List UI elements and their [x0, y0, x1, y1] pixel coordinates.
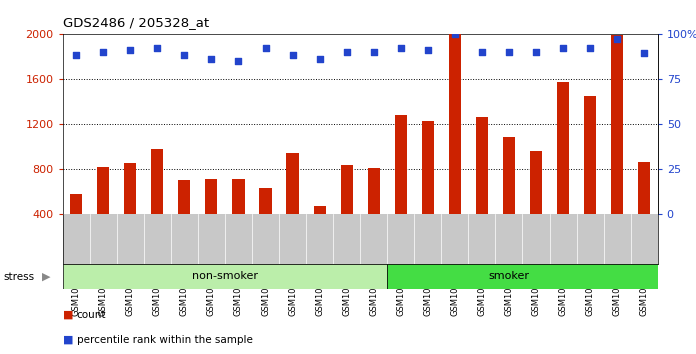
Bar [287, 153, 299, 259]
Bar [340, 165, 353, 259]
Point [341, 49, 352, 55]
Text: count: count [77, 310, 106, 320]
Point [314, 56, 325, 62]
Bar [638, 162, 650, 259]
Text: stress: stress [3, 272, 35, 282]
Point [179, 52, 190, 58]
Point [585, 45, 596, 51]
Bar [557, 82, 569, 259]
Text: GDS2486 / 205328_at: GDS2486 / 205328_at [63, 16, 209, 29]
Point [368, 49, 379, 55]
Bar [503, 137, 515, 259]
Text: percentile rank within the sample: percentile rank within the sample [77, 335, 253, 345]
Bar [476, 117, 488, 259]
Bar [367, 168, 380, 259]
Bar [395, 115, 407, 259]
Bar [63, 264, 387, 289]
Text: ▶: ▶ [42, 272, 50, 282]
Text: ■: ■ [63, 335, 73, 345]
Point [125, 47, 136, 53]
Bar [260, 188, 271, 259]
Point [557, 45, 569, 51]
Bar [70, 194, 82, 259]
Point [395, 45, 406, 51]
Point [612, 36, 623, 42]
Text: smoker: smoker [489, 271, 530, 281]
Point [260, 45, 271, 51]
Point [450, 31, 461, 36]
Text: non-smoker: non-smoker [192, 271, 258, 281]
Bar [422, 120, 434, 259]
Bar [530, 151, 542, 259]
Bar [178, 180, 191, 259]
Bar [97, 167, 109, 259]
Bar [232, 179, 244, 259]
Bar [611, 35, 623, 259]
Bar [313, 206, 326, 259]
Point [152, 45, 163, 51]
Point [530, 49, 541, 55]
Point [422, 47, 434, 53]
Bar [151, 149, 164, 259]
Bar [584, 96, 596, 259]
Bar [449, 34, 461, 259]
Bar [124, 164, 136, 259]
Point [476, 49, 487, 55]
Point [70, 52, 81, 58]
Point [639, 51, 650, 56]
Point [97, 49, 109, 55]
Point [503, 49, 514, 55]
Text: ■: ■ [63, 310, 73, 320]
Point [206, 56, 217, 62]
Bar [205, 179, 217, 259]
Bar [387, 264, 658, 289]
Point [233, 58, 244, 64]
Point [287, 52, 298, 58]
